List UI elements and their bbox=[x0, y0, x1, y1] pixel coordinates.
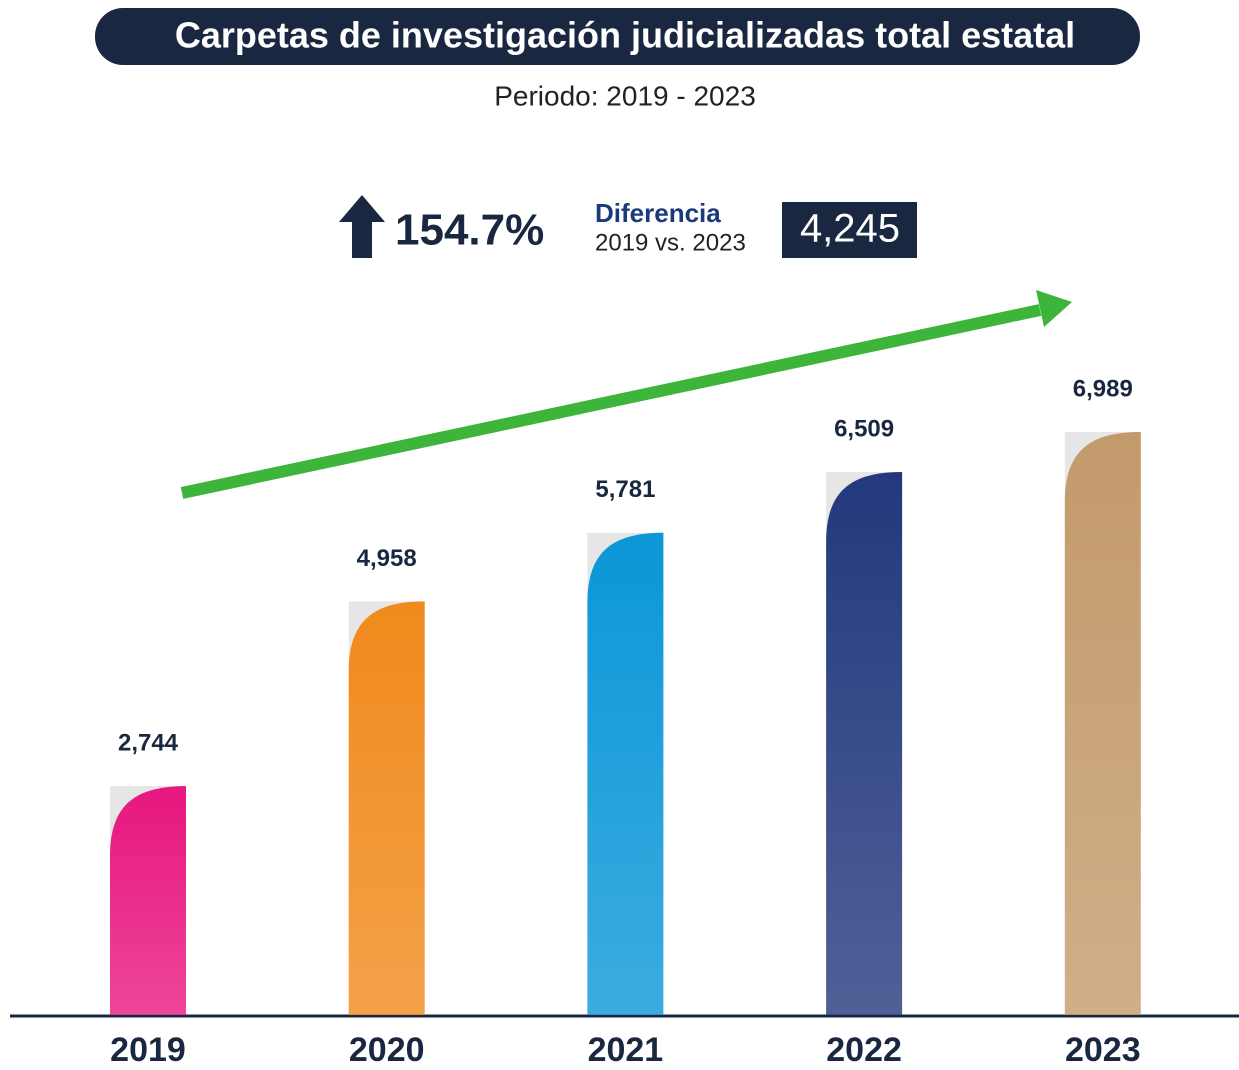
x-tick-label: 2022 bbox=[826, 1031, 902, 1069]
x-tick-label: 2021 bbox=[588, 1031, 664, 1069]
up-arrow bbox=[339, 195, 385, 258]
x-tick-label: 2023 bbox=[1065, 1031, 1141, 1069]
chart-title: Carpetas de investigación judicializadas… bbox=[175, 15, 1075, 56]
value-label: 5,781 bbox=[595, 476, 655, 503]
x-tick-label: 2019 bbox=[110, 1031, 186, 1069]
trend-arrow-head bbox=[1036, 290, 1072, 327]
bar bbox=[587, 532, 664, 1015]
bar bbox=[110, 786, 186, 1015]
value-label: 6,509 bbox=[834, 415, 894, 442]
change-percent: 154.7% bbox=[395, 206, 544, 255]
value-label: 4,958 bbox=[357, 545, 417, 572]
bar bbox=[1064, 432, 1141, 1015]
bar bbox=[348, 601, 425, 1015]
difference-value: 4,245 bbox=[800, 207, 900, 251]
title-pill bbox=[95, 8, 1140, 65]
value-label: 6,989 bbox=[1073, 375, 1133, 402]
x-tick-label: 2020 bbox=[349, 1031, 425, 1069]
value-label: 2,744 bbox=[118, 729, 179, 756]
subtitle: Periodo: 2019 - 2023 bbox=[494, 80, 756, 111]
difference-box bbox=[782, 202, 917, 258]
bar bbox=[826, 472, 903, 1016]
trend-arrow bbox=[180, 304, 1042, 499]
difference-label: Diferencia bbox=[595, 198, 721, 228]
difference-period: 2019 vs. 2023 bbox=[595, 229, 746, 256]
